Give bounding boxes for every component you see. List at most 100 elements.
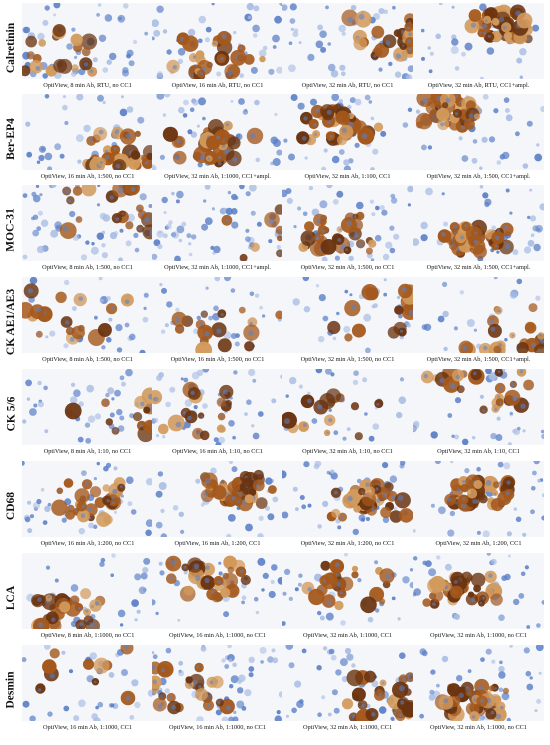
nucleus <box>172 505 179 511</box>
nucleus <box>437 315 445 323</box>
row-marker-label: Ber-EP4 <box>0 94 22 184</box>
cell-nucleus <box>502 25 507 30</box>
nucleus <box>509 291 518 299</box>
nucleus <box>62 95 66 99</box>
nucleus <box>288 64 296 73</box>
nucleus <box>75 134 84 142</box>
nucleus <box>430 431 438 439</box>
nucleus <box>505 188 510 193</box>
nucleus <box>496 250 500 254</box>
nucleus <box>285 394 289 398</box>
cell-nucleus <box>455 502 458 505</box>
cell-nucleus <box>240 569 244 574</box>
cell-nucleus <box>538 333 542 336</box>
nucleus <box>541 433 544 439</box>
nucleus <box>381 209 388 216</box>
stained-cell <box>97 323 112 337</box>
cell-nucleus <box>227 70 233 76</box>
cell-nucleus <box>30 54 34 57</box>
micrograph-panel: OptiView, 32 min Ab, 1:500, CC1+ampl. <box>413 185 544 275</box>
nucleus <box>233 30 237 35</box>
micrograph-image <box>282 185 413 261</box>
nucleus <box>322 500 329 507</box>
stained-cell <box>243 54 255 65</box>
nucleus <box>36 245 45 254</box>
cell-nucleus <box>371 508 376 512</box>
cell-nucleus <box>206 703 211 708</box>
nucleus <box>397 617 401 621</box>
nucleus <box>302 211 308 217</box>
cell-nucleus <box>475 114 478 117</box>
nucleus <box>297 582 302 587</box>
nucleus <box>97 185 101 188</box>
nucleus <box>453 613 460 620</box>
stained-cell <box>523 379 534 391</box>
nucleus <box>110 703 115 708</box>
cell-nucleus <box>115 163 121 169</box>
cell-nucleus <box>204 478 211 485</box>
cell-nucleus <box>249 133 256 139</box>
nucleus <box>274 715 282 721</box>
nucleus <box>428 568 437 577</box>
micrograph-image <box>22 94 153 170</box>
cell-nucleus <box>498 16 505 23</box>
nucleus <box>271 398 277 404</box>
micrograph-image <box>282 94 413 170</box>
panel-caption: OptiView, 16 min Ab, 1:1000, no CC1 <box>152 629 283 643</box>
nucleus <box>529 676 533 680</box>
nucleus <box>92 57 98 63</box>
stained-cell <box>197 412 205 419</box>
cell-nucleus <box>385 40 391 46</box>
micrograph-image <box>413 3 544 79</box>
cell-nucleus <box>87 506 92 512</box>
nucleus <box>313 463 320 470</box>
stained-cell <box>81 185 97 197</box>
cell-nucleus <box>83 62 89 67</box>
stained-cell <box>516 12 533 29</box>
cell-nucleus <box>321 229 326 233</box>
cell-nucleus <box>407 39 411 43</box>
stained-cell <box>394 305 404 315</box>
nucleus <box>472 139 478 144</box>
cell-nucleus <box>279 229 282 233</box>
nucleus <box>286 714 289 718</box>
nucleus <box>231 208 238 215</box>
nucleus <box>44 645 51 650</box>
stained-cell <box>503 31 513 41</box>
nucleus <box>156 94 165 100</box>
nucleus <box>352 379 359 386</box>
nucleus <box>165 401 171 408</box>
cell-nucleus <box>334 490 338 495</box>
nucleus <box>142 316 149 323</box>
cell-nucleus <box>455 375 460 380</box>
nucleus <box>518 593 525 599</box>
nucleus <box>327 712 332 717</box>
stained-cell <box>240 574 251 586</box>
nucleus <box>330 654 337 661</box>
nucleus <box>389 225 395 231</box>
nucleus <box>32 214 39 220</box>
nucleus <box>69 210 76 218</box>
cell-nucleus <box>216 328 222 334</box>
nucleus <box>320 46 327 53</box>
nucleus <box>272 158 281 166</box>
nucleus <box>464 42 473 51</box>
nucleus <box>425 187 433 196</box>
nucleus <box>22 193 28 198</box>
cell-nucleus <box>449 383 456 390</box>
cell-nucleus <box>157 704 163 709</box>
nucleus <box>499 660 503 665</box>
cell-nucleus <box>84 51 88 55</box>
nucleus <box>271 648 276 653</box>
cell-nucleus <box>175 155 181 161</box>
cell-nucleus <box>349 114 352 117</box>
nucleus <box>323 646 328 651</box>
nucleus <box>493 277 498 280</box>
nucleus <box>346 653 354 661</box>
panel-caption: OptiView, 8 min Ab, 1:10, no CC1 <box>22 445 153 459</box>
cell-nucleus <box>347 17 354 23</box>
cell-nucleus <box>49 673 55 679</box>
panel-caption: OptiView, 32 min Ab, 1:100, CC1 <box>282 170 413 184</box>
nucleus <box>339 64 346 71</box>
nucleus <box>409 568 413 572</box>
